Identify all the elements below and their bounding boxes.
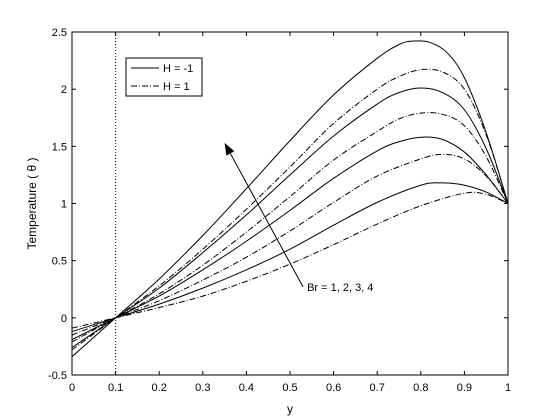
x-tick-label: 0.8 bbox=[413, 382, 428, 394]
x-tick-label: 0 bbox=[69, 382, 75, 394]
x-tick-label: 1 bbox=[505, 382, 511, 394]
annotation-arrow-head bbox=[224, 142, 235, 156]
y-tick-label: 0.5 bbox=[52, 256, 67, 268]
x-tick-label: 0.7 bbox=[370, 382, 385, 394]
x-tick-label: 0.9 bbox=[457, 382, 472, 394]
x-tick-label: 0.2 bbox=[152, 382, 167, 394]
y-tick-label: 0 bbox=[61, 313, 67, 325]
annotation: Br = 1, 2, 3, 4 bbox=[224, 142, 373, 294]
y-tick-label: 1 bbox=[61, 199, 67, 211]
ticks-group: 0 0.1 0.2 0.3 0.4 0.5 0.6 0.7 0.8 0.9 1-0.500.511.… bbox=[48, 27, 511, 394]
y-axis-label: Temperature ( θ ) bbox=[25, 157, 39, 249]
y-tick-label: 2.5 bbox=[52, 27, 67, 39]
annotation-arrow-line bbox=[229, 153, 304, 288]
x-tick-label: 0.5 bbox=[282, 382, 297, 394]
x-axis-label: y bbox=[287, 402, 293, 416]
series-line-br3-h-1 bbox=[71, 112, 509, 343]
series-line-br3-h-neg1 bbox=[71, 87, 509, 348]
y-tick-label: 2 bbox=[61, 84, 67, 96]
x-tick-label: 0.6 bbox=[326, 382, 341, 394]
series-line-br1-h-neg1 bbox=[71, 182, 509, 333]
series-line-br2-h-1 bbox=[71, 153, 509, 336]
y-tick-label: -0.5 bbox=[48, 370, 67, 382]
legend-label-h-neg1: H = -1 bbox=[163, 63, 193, 75]
series-line-br4-h-1 bbox=[71, 68, 509, 351]
x-tick-label: 0.1 bbox=[108, 382, 123, 394]
legend-box bbox=[125, 57, 203, 97]
series-line-br2-h-neg1 bbox=[71, 136, 509, 341]
series-group bbox=[71, 40, 509, 358]
x-tick-label: 0.4 bbox=[239, 382, 254, 394]
annotation-label: Br = 1, 2, 3, 4 bbox=[307, 282, 373, 294]
series-line-br1-h-1 bbox=[71, 191, 509, 329]
legend: H = -1 H = 1 bbox=[125, 57, 203, 97]
x-tick-label: 0.3 bbox=[195, 382, 210, 394]
y-tick-label: 1.5 bbox=[52, 141, 67, 153]
legend-label-h-1: H = 1 bbox=[163, 81, 190, 93]
series-line-br4-h-neg1 bbox=[71, 40, 509, 358]
